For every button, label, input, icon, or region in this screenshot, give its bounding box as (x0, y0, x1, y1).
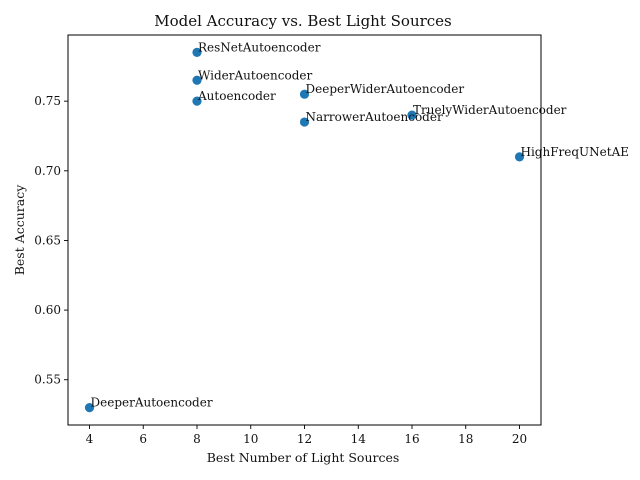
x-tick-label: 20 (512, 432, 527, 446)
x-tick-label: 4 (86, 432, 94, 446)
data-point-marker (84, 402, 95, 413)
y-tick-label: 0.65 (34, 233, 61, 247)
x-tick-label: 12 (297, 432, 312, 446)
y-axis-label: Best Accuracy (12, 184, 27, 276)
data-point-marker (192, 75, 202, 85)
data-point-label: ResNetAutoencoder (198, 40, 321, 54)
x-tick-label: 14 (351, 432, 367, 446)
chart-title: Model Accuracy vs. Best Light Sources (154, 12, 452, 30)
data-point-label: WiderAutoencoder (198, 68, 312, 82)
x-axis: 4 6 8 10 12 14 16 18 20 (86, 425, 527, 446)
x-tick-label: 8 (193, 432, 201, 446)
x-tick-label: 18 (458, 432, 473, 446)
data-point-marker (407, 110, 417, 120)
data-point-marker (192, 47, 202, 58)
data-point-label: HighFreqUNetAE (521, 145, 630, 159)
x-tick-label: 10 (243, 432, 258, 446)
y-axis: 0.55 0.60 0.65 0.70 0.75 (34, 94, 68, 387)
data-point-label: NarrowerAutoencoder (306, 110, 443, 124)
x-tick-label: 6 (139, 432, 147, 446)
data-point-marker (299, 89, 310, 99)
data-point-label: DeeperWiderAutoencoder (306, 82, 465, 96)
y-tick-label: 0.70 (34, 164, 61, 178)
y-tick-label: 0.60 (34, 303, 61, 317)
data-points: ResNetAutoencoder WiderAutoencoder Autoenc… (84, 40, 630, 413)
data-point-label: DeeperAutoencoder (91, 396, 213, 410)
data-point-marker (514, 152, 525, 162)
y-tick-label: 0.75 (34, 94, 61, 108)
data-point-label: Autoencoder (197, 89, 276, 103)
data-point-label: TruelyWiderAutoencoder (413, 103, 567, 117)
x-axis-label: Best Number of Light Sources (207, 450, 400, 465)
data-point-marker (192, 96, 202, 106)
data-point-marker (299, 117, 310, 127)
x-tick-label: 16 (404, 432, 419, 446)
y-tick-label: 0.55 (34, 373, 61, 387)
